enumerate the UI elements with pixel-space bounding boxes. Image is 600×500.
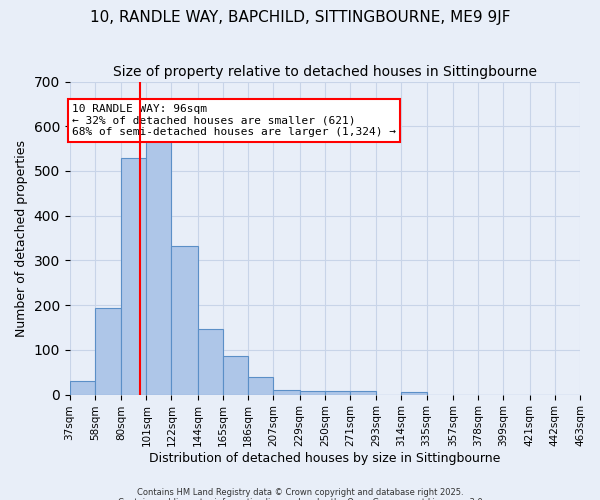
Text: Contains public sector information licensed under the Open Government Licence v.: Contains public sector information licen… [118, 498, 482, 500]
Bar [299, 391, 325, 394]
Text: 10, RANDLE WAY, BAPCHILD, SITTINGBOURNE, ME9 9JF: 10, RANDLE WAY, BAPCHILD, SITTINGBOURNE,… [90, 10, 510, 25]
Bar [70, 381, 95, 394]
Bar [95, 308, 121, 394]
Text: Contains HM Land Registry data © Crown copyright and database right 2025.: Contains HM Land Registry data © Crown c… [137, 488, 463, 497]
Y-axis label: Number of detached properties: Number of detached properties [15, 140, 28, 336]
X-axis label: Distribution of detached houses by size in Sittingbourne: Distribution of detached houses by size … [149, 452, 500, 465]
Bar [248, 376, 274, 394]
Bar [121, 158, 146, 394]
Bar [350, 391, 376, 394]
Bar [274, 390, 299, 394]
Bar [325, 391, 350, 394]
Bar [146, 138, 172, 394]
Bar [401, 392, 427, 394]
Bar [198, 329, 223, 394]
Bar [223, 356, 248, 395]
Bar [172, 246, 198, 394]
Text: 10 RANDLE WAY: 96sqm
← 32% of detached houses are smaller (621)
68% of semi-deta: 10 RANDLE WAY: 96sqm ← 32% of detached h… [72, 104, 396, 137]
Title: Size of property relative to detached houses in Sittingbourne: Size of property relative to detached ho… [113, 65, 537, 79]
